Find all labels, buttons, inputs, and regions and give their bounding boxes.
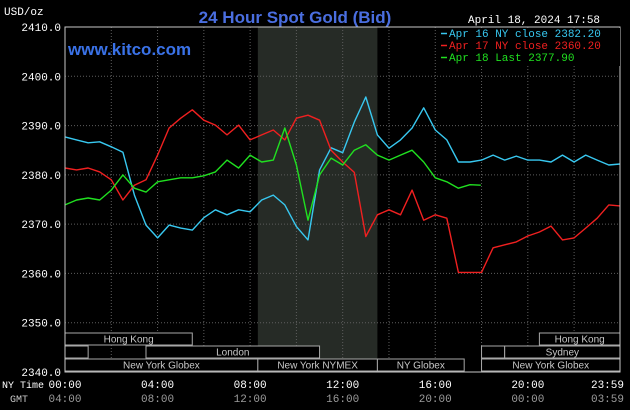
y-tick-label: 2410.0 bbox=[21, 23, 61, 35]
x-tick-label-ny: 00:00 bbox=[48, 380, 81, 392]
x-axis-tick-labels: 00:00 04:00 04:00 08:00 08:00 12:00 12:00 16:00… bbox=[48, 380, 624, 406]
x-tick-label-ny: 23:59 bbox=[591, 380, 624, 392]
plot-border bbox=[64, 26, 621, 373]
y-tick-label: 2390.0 bbox=[21, 122, 61, 134]
series-line-apr-18 bbox=[64, 127, 481, 221]
price-series bbox=[64, 96, 621, 274]
series-line-apr-17 bbox=[64, 109, 621, 274]
y-axis-unit-label: USD/oz bbox=[4, 7, 44, 19]
session-box bbox=[64, 345, 89, 359]
session-label: London bbox=[216, 348, 249, 359]
legend-item: Apr 16 NY close 2382.20 bbox=[441, 29, 601, 41]
x-tick-label-ny: 16:00 bbox=[419, 380, 452, 392]
session-box bbox=[481, 345, 506, 359]
session-label: NY Globex bbox=[397, 361, 445, 372]
chart-title: 24 Hour Spot Gold (Bid) bbox=[199, 8, 392, 27]
x-tick-label-gmt: 12:00 bbox=[234, 394, 267, 406]
series-line-apr-16 bbox=[64, 96, 621, 241]
x-tick-label-gmt: 03:59 bbox=[591, 394, 624, 406]
chart-timestamp: April 18, 2024 17:58 bbox=[468, 15, 600, 27]
session-box bbox=[376, 358, 465, 372]
legend-label: Apr 18 Last 2377.90 bbox=[449, 53, 574, 65]
x-tick-label-ny: 08:00 bbox=[234, 380, 267, 392]
x-tick-label-ny: 20:00 bbox=[511, 380, 544, 392]
session-label: New York NYMEX bbox=[277, 361, 358, 372]
x-tick-label-gmt: 00:00 bbox=[511, 394, 544, 406]
x-axis-label-gmt: GMT bbox=[10, 395, 28, 406]
y-tick-label: 2400.0 bbox=[21, 72, 61, 84]
legend-item: Apr 17 NY close 2360.20 bbox=[441, 41, 601, 53]
session-box bbox=[145, 345, 321, 359]
y-tick-label: 2350.0 bbox=[21, 319, 61, 331]
x-tick-label-ny: 12:00 bbox=[326, 380, 359, 392]
legend-label: Apr 17 NY close 2360.20 bbox=[449, 41, 601, 53]
session-label: New York Globex bbox=[123, 361, 200, 372]
gridlines bbox=[65, 27, 620, 372]
session-label: Hong Kong bbox=[555, 335, 605, 346]
x-axis-label-ny-time: NY Time bbox=[2, 380, 44, 392]
x-tick-label-gmt: 20:00 bbox=[419, 394, 452, 406]
session-label: Sydney bbox=[546, 348, 579, 359]
x-tick-label-gmt: 16:00 bbox=[326, 394, 359, 406]
session-label: Hong Kong bbox=[104, 335, 154, 346]
y-tick-label: 2380.0 bbox=[21, 171, 61, 183]
market-sessions: Hong Kong Hong Kong London Sydney New York G… bbox=[64, 332, 621, 372]
y-axis-tick-labels: 2410.0 2400.0 2390.0 2380.0 2370.0 2360.0 2350… bbox=[21, 23, 61, 380]
session-label: New York Globex bbox=[512, 361, 589, 372]
x-tick-label-gmt: 04:00 bbox=[48, 394, 81, 406]
legend-background bbox=[438, 28, 620, 66]
site-watermark: www.kitco.com bbox=[67, 40, 191, 59]
legend: Apr 16 NY close 2382.20 Apr 17 NY close … bbox=[438, 28, 620, 66]
x-tick-label-ny: 04:00 bbox=[141, 380, 174, 392]
y-tick-label: 2340.0 bbox=[21, 368, 61, 380]
y-tick-label: 2360.0 bbox=[21, 269, 61, 281]
x-tick-label-gmt: 08:00 bbox=[141, 394, 174, 406]
y-tick-label: 2370.0 bbox=[21, 220, 61, 232]
legend-label: Apr 16 NY close 2382.20 bbox=[449, 29, 601, 41]
legend-item: Apr 18 Last 2377.90 bbox=[441, 53, 574, 65]
